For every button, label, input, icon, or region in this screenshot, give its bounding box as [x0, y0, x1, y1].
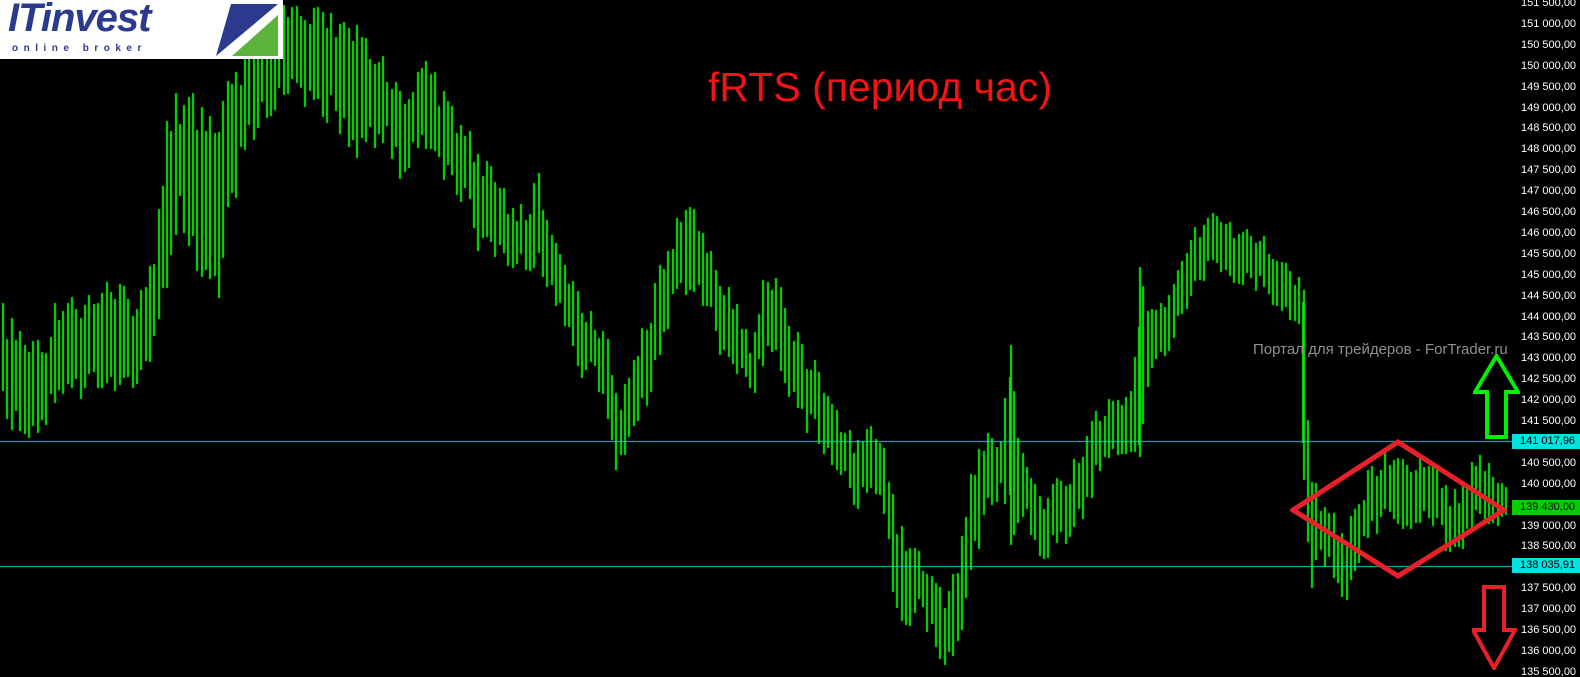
axis-tick-label: 141 500,00	[1521, 415, 1577, 427]
axis-tick-label: 137 500,00	[1521, 582, 1577, 595]
broker-logo-brand: ITinvest	[8, 0, 151, 40]
watermark: Портал для трейдеров - ForTrader.ru	[1253, 341, 1508, 358]
last-price-label: 139 430,00	[1512, 500, 1580, 516]
axis-tick-label: 135 500,00	[1521, 665, 1577, 677]
axis-tick-label: 149 000,00	[1521, 101, 1577, 114]
diamond-outline	[1290, 439, 1507, 579]
up-arrow-annotation	[1473, 354, 1520, 439]
chart-title: fRTS (период час)	[708, 64, 1052, 110]
axis-tick-label: 151 000,00	[1521, 17, 1577, 30]
broker-logo-flag-icon	[216, 4, 278, 56]
axis-tick-label: 147 000,00	[1521, 185, 1577, 198]
axis-tick-label: 143 500,00	[1521, 331, 1577, 344]
axis-tick-label: 139 000,00	[1521, 519, 1577, 532]
broker-logo: ITinvest online broker	[0, 0, 283, 59]
level-price-label: 138 035,91	[1512, 558, 1580, 574]
axis-tick-label: 144 500,00	[1521, 289, 1577, 302]
axis-tick-label: 142 500,00	[1521, 373, 1577, 386]
axis-tick-label: 136 500,00	[1521, 624, 1577, 636]
diamond-pattern-annotation	[1290, 439, 1507, 579]
down-arrow-icon	[1472, 585, 1517, 670]
axis-tick-label: 146 000,00	[1521, 226, 1577, 239]
axis-tick-label: 140 000,00	[1521, 477, 1577, 490]
down-arrow-annotation	[1472, 585, 1517, 670]
axis-tick-label: 142 000,00	[1521, 394, 1577, 407]
price-axis: 151 500,00 151 000,00 150 500,00 150 000,00…	[1512, 0, 1580, 677]
axis-tick-label: 136 000,00	[1521, 644, 1577, 657]
axis-tick-label: 146 500,00	[1521, 206, 1577, 218]
axis-tick-label: 143 000,00	[1521, 352, 1577, 365]
axis-tick-label: 150 000,00	[1521, 59, 1577, 72]
axis-tick-label: 140 500,00	[1521, 456, 1577, 469]
logo-flag-green-shape	[232, 15, 278, 56]
axis-tick-label: 137 000,00	[1521, 603, 1577, 616]
axis-tick-label: 145 500,00	[1521, 247, 1577, 260]
axis-tick-label: 150 500,00	[1521, 38, 1577, 51]
level-price-label: 141 017,96	[1512, 433, 1580, 449]
axis-tick-label: 148 500,00	[1521, 122, 1577, 135]
axis-tick-label: 151 500,00	[1521, 0, 1577, 9]
axis-tick-label: 145 000,00	[1521, 268, 1577, 281]
axis-tick-label: 149 500,00	[1521, 80, 1577, 93]
up-arrow-icon	[1473, 354, 1520, 439]
axis-tick-label: 138 500,00	[1521, 540, 1577, 553]
axis-tick-label: 144 000,00	[1521, 310, 1577, 323]
axis-tick-label: 148 000,00	[1521, 143, 1577, 156]
logo-flag-blue-shape	[216, 4, 278, 56]
broker-logo-tagline: online broker	[12, 43, 147, 54]
axis-tick-label: 147 500,00	[1521, 164, 1577, 177]
